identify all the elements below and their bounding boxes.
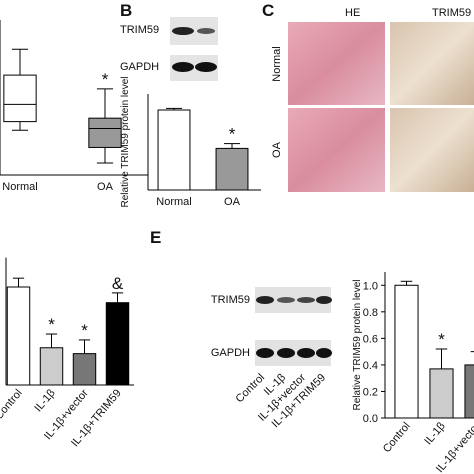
blot-band [195, 62, 217, 72]
blot-band [256, 296, 274, 304]
bar [464, 364, 474, 419]
y-tick-label: 0.6 [363, 333, 378, 345]
row-label: Normal [271, 46, 283, 81]
bar [39, 347, 64, 386]
blot-band [316, 296, 332, 304]
micrograph [390, 22, 474, 105]
annotation: * [102, 70, 109, 89]
y-tick-label: 0.8 [363, 307, 378, 319]
blot-label: TRIM59 [120, 24, 159, 36]
bar [394, 284, 419, 419]
blot-band [297, 297, 315, 303]
micrograph [288, 108, 385, 192]
y-tick-label: 0.0 [363, 413, 378, 425]
bar [6, 286, 31, 386]
bar [429, 368, 454, 419]
x-tick-label: IL-1β [422, 420, 447, 447]
row-label: OA [271, 141, 283, 158]
blot-label: TRIM59 [211, 294, 250, 306]
bar [105, 302, 130, 386]
blot-band [172, 62, 194, 72]
bar [72, 353, 97, 386]
x-tick-label: IL-1β [32, 387, 57, 414]
column-label: TRIM59 [432, 7, 471, 19]
blot-label: GAPDH [120, 61, 159, 73]
y-tick-label: 0.2 [363, 386, 378, 398]
bar [157, 109, 191, 191]
x-tick-label: Normal [2, 181, 37, 193]
x-tick-label: Control [381, 420, 413, 455]
blot-band [197, 28, 215, 34]
blot-band [297, 348, 315, 358]
annotation: * [229, 125, 236, 144]
blot-label: GAPDH [211, 347, 250, 359]
y-tick-label: 0.4 [363, 360, 378, 372]
x-tick-label: OA [224, 196, 241, 208]
annotation: * [438, 330, 445, 349]
blot-band [172, 27, 194, 35]
panel-letter: B [120, 1, 132, 20]
micrograph [288, 22, 385, 105]
annotation: * [48, 315, 55, 334]
blot-band [256, 348, 274, 358]
box [88, 117, 122, 148]
x-tick-label: Control [0, 387, 25, 422]
panel-letter: E [150, 228, 161, 247]
panel-letter: C [262, 1, 274, 20]
blot-band [277, 348, 295, 358]
blot-band [277, 297, 295, 303]
column-label: HE [345, 7, 360, 19]
y-axis-label: Relative TRIM59 protein level [120, 77, 131, 208]
bar [215, 147, 249, 191]
blot-band [316, 348, 332, 358]
x-tick-label: OA [97, 181, 114, 193]
annotation: & [112, 274, 124, 293]
annotation: * [81, 321, 88, 340]
micrograph [390, 108, 474, 192]
y-axis-label: Relative TRIM59 protein level [352, 280, 363, 411]
box [3, 74, 37, 123]
y-tick-label: 1.0 [363, 280, 378, 292]
x-tick-label: Normal [156, 196, 191, 208]
